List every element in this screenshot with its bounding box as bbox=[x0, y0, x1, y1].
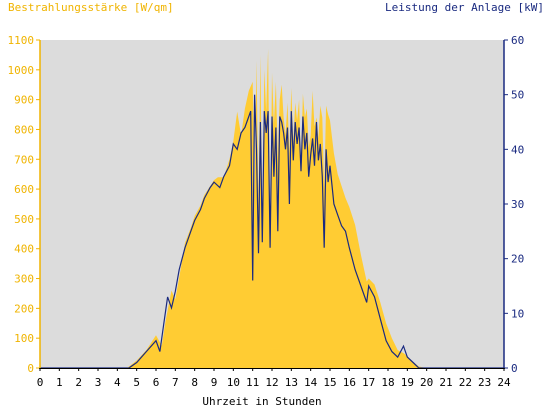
x-tick-label: 11 bbox=[246, 376, 259, 389]
x-tick-label: 6 bbox=[153, 376, 160, 389]
x-tick-label: 20 bbox=[420, 376, 433, 389]
right-ticks: 0 10 20 30 40 50 60 bbox=[504, 34, 524, 375]
x-tick-label: 14 bbox=[304, 376, 318, 389]
left-tick-label: 1100 bbox=[8, 34, 35, 47]
x-tick-label: 1 bbox=[56, 376, 63, 389]
x-tick-label: 12 bbox=[265, 376, 278, 389]
right-tick-label: 60 bbox=[511, 34, 524, 47]
left-tick-label: 200 bbox=[14, 302, 34, 315]
left-axis-title: Bestrahlungsstärke [W/qm] bbox=[8, 1, 174, 14]
right-tick-label: 10 bbox=[511, 307, 524, 320]
right-tick-label: 30 bbox=[511, 198, 524, 211]
x-tick-label: 23 bbox=[478, 376, 491, 389]
x-tick-label: 5 bbox=[133, 376, 140, 389]
x-tick-label: 17 bbox=[362, 376, 375, 389]
x-tick-label: 10 bbox=[227, 376, 240, 389]
series-layer bbox=[40, 48, 504, 369]
x-tick-label: 3 bbox=[95, 376, 102, 389]
x-tick-label: 9 bbox=[211, 376, 218, 389]
left-tick-label: 0 bbox=[27, 362, 34, 375]
right-tick-label: 40 bbox=[511, 143, 524, 156]
x-tick-label: 15 bbox=[323, 376, 336, 389]
left-tick-label: 1000 bbox=[8, 64, 35, 77]
left-tick-label: 600 bbox=[14, 183, 34, 196]
left-tick-label: 900 bbox=[14, 94, 34, 107]
irradiance-area bbox=[40, 48, 504, 369]
x-tick-label: 2 bbox=[75, 376, 82, 389]
right-tick-label: 50 bbox=[511, 89, 524, 102]
left-tick-label: 500 bbox=[14, 213, 34, 226]
x-axis-title: Uhrzeit in Stunden bbox=[202, 395, 321, 408]
x-tick-label: 8 bbox=[191, 376, 198, 389]
left-tick-label: 300 bbox=[14, 273, 34, 286]
left-tick-label: 100 bbox=[14, 332, 34, 345]
x-ticks: 0 1 2 3 4 5 6 7 8 9 10 11 12 13 14 15 16 17 18 19 20 21 22 23 24 bbox=[37, 368, 511, 389]
x-tick-label: 0 bbox=[37, 376, 44, 389]
left-ticks: 0 100 200 300 400 500 600 700 800 900 1000 1100 bbox=[8, 34, 40, 375]
left-tick-label: 700 bbox=[14, 153, 34, 166]
x-tick-label: 16 bbox=[343, 376, 356, 389]
right-tick-label: 20 bbox=[511, 253, 524, 266]
x-tick-label: 18 bbox=[381, 376, 394, 389]
x-tick-label: 21 bbox=[439, 376, 452, 389]
power-line bbox=[40, 94, 504, 369]
right-tick-label: 0 bbox=[511, 362, 518, 375]
x-tick-label: 19 bbox=[401, 376, 414, 389]
x-tick-label: 7 bbox=[172, 376, 179, 389]
x-tick-label: 24 bbox=[497, 376, 511, 389]
x-tick-label: 4 bbox=[114, 376, 121, 389]
left-tick-label: 800 bbox=[14, 123, 34, 136]
x-tick-label: 22 bbox=[459, 376, 472, 389]
x-tick-label: 13 bbox=[285, 376, 298, 389]
left-tick-label: 400 bbox=[14, 243, 34, 256]
right-axis-title: Leistung der Anlage [kW] bbox=[385, 1, 544, 14]
